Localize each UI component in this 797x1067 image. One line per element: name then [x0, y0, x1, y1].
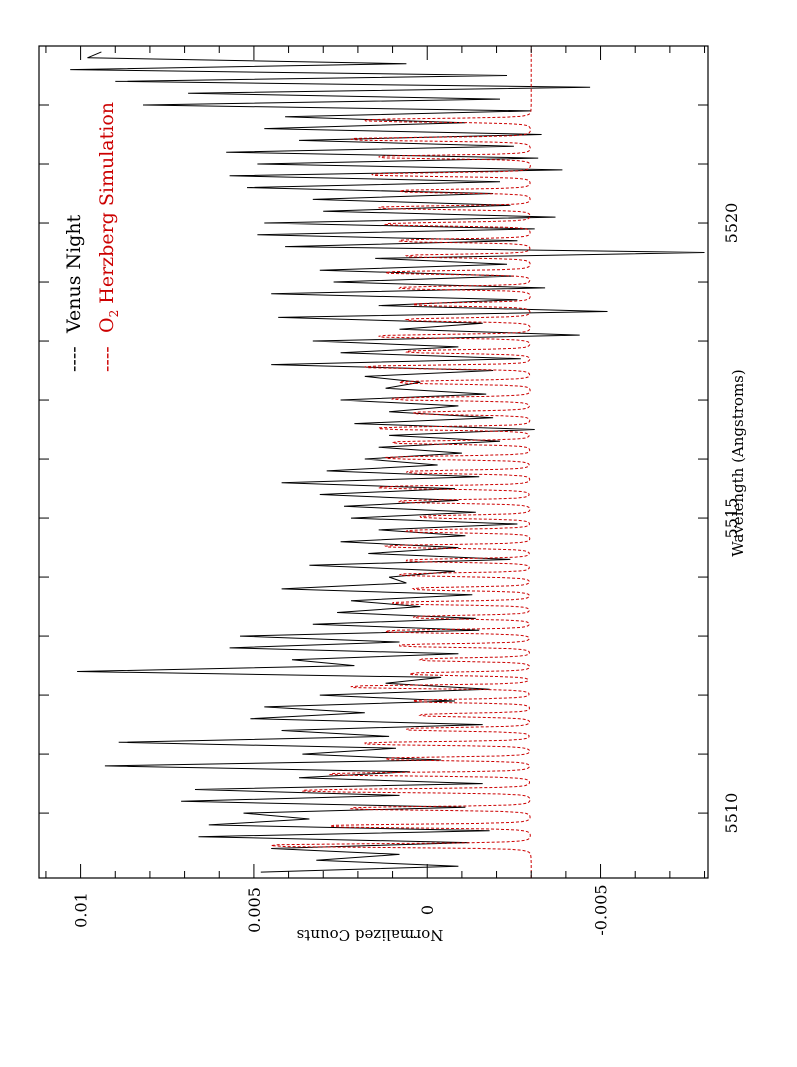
legend: ---- Venus Night ---- O2 Herzberg Simula… — [63, 102, 121, 372]
y-tick-label: 0 — [418, 905, 437, 915]
plot-frame — [38, 45, 709, 879]
legend-label-o2: O2 Herzberg Simulation — [96, 102, 121, 333]
x-axis-title: Wavelength (Angstroms) — [729, 369, 747, 556]
legend-entry-venus-night: ---- Venus Night — [63, 214, 85, 372]
series-o2-herzberg-simulation — [271, 46, 532, 878]
y-tick-label: -0.005 — [592, 884, 611, 935]
y-axis-title: Normalized Counts — [297, 926, 444, 944]
y-tick-label: 0.005 — [245, 887, 264, 933]
series-layer — [70, 46, 705, 878]
legend-label-venus: Venus Night — [63, 214, 85, 334]
legend-o2-sub: 2 — [107, 310, 121, 318]
y-tick-label: 0.01 — [72, 892, 91, 928]
x-tick-label: 5520 — [722, 203, 741, 244]
legend-marker-venus: ---- — [63, 346, 85, 372]
legend-marker-o2: ---- — [96, 346, 118, 372]
x-tick-label: 5510 — [722, 793, 741, 834]
x-tick-label: 5515 — [722, 498, 741, 539]
legend-o2-rest: Herzberg Simulation — [96, 102, 118, 310]
series-venus-night — [70, 51, 705, 873]
legend-entry-o2-simulation: ---- O2 Herzberg Simulation — [96, 102, 121, 372]
legend-o2-main: O — [96, 317, 118, 333]
tick-layer: 5510 5515 5520 0.01 0.005 0 -0.005 — [39, 46, 741, 936]
